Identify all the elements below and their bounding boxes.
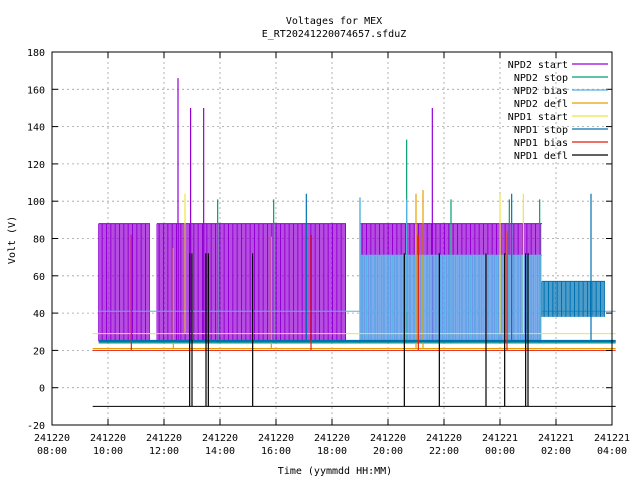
x-tick-label-time: 16:00 — [261, 446, 291, 457]
y-tick-label: 180 — [27, 48, 45, 59]
x-tick-label-date: 241220 — [90, 433, 126, 444]
series-fill — [359, 255, 542, 342]
legend-label: NPD1 stop — [514, 125, 568, 136]
axis-ticks: -20 0 20 40 60 80 100 120 140 160 180 241220 08:00 24… — [27, 48, 630, 457]
x-tick-label-date: 241220 — [314, 433, 350, 444]
y-tick-label: 40 — [33, 309, 45, 320]
y-tick-label: 140 — [27, 123, 45, 134]
x-tick-label-date: 241220 — [370, 433, 406, 444]
series-fill — [541, 281, 605, 317]
x-tick-label-date: 241221 — [594, 433, 630, 444]
legend-label: NPD2 defl — [514, 99, 568, 110]
legend-label: NPD1 defl — [514, 151, 568, 162]
x-tick-label-time: 20:00 — [373, 446, 403, 457]
x-tick-label-time: 02:00 — [541, 446, 571, 457]
series-npd1-stop — [98, 193, 616, 343]
x-tick-label-date: 241220 — [426, 433, 462, 444]
legend-label: NPD2 start — [508, 60, 568, 71]
x-tick-label-time: 08:00 — [37, 446, 67, 457]
y-tick-label: -20 — [27, 421, 45, 432]
legend-label: NPD2 bias — [514, 86, 568, 97]
y-tick-label: 60 — [33, 272, 45, 283]
plot-area — [92, 78, 616, 407]
x-tick-label-time: 10:00 — [93, 446, 123, 457]
x-axis-label: Time (yymmdd HH:MM) — [278, 466, 392, 477]
x-tick-label-date: 241220 — [34, 433, 70, 444]
y-tick-label: 0 — [39, 384, 45, 395]
legend-label: NPD1 start — [508, 112, 568, 123]
x-tick-label-date: 241220 — [146, 433, 182, 444]
x-tick-label-date: 241220 — [258, 433, 294, 444]
y-tick-label: 120 — [27, 160, 45, 171]
x-tick-label-time: 04:00 — [597, 446, 627, 457]
x-tick-label-time: 14:00 — [205, 446, 235, 457]
x-tick-label-date: 241221 — [538, 433, 574, 444]
x-tick-label-time: 22:00 — [429, 446, 459, 457]
legend-label: NPD1 bias — [514, 138, 568, 149]
legend-label: NPD2 stop — [514, 73, 568, 84]
x-tick-label-date: 241221 — [482, 433, 518, 444]
x-tick-label-date: 241220 — [202, 433, 238, 444]
series-npd1-defl — [92, 253, 616, 407]
y-tick-label: 80 — [33, 235, 45, 246]
y-tick-label: 20 — [33, 346, 45, 357]
x-tick-label-time: 00:00 — [485, 446, 515, 457]
y-tick-label: 160 — [27, 85, 45, 96]
chart-subtitle: E_RT20241220074657.sfduZ — [262, 29, 407, 40]
x-tick-label-time: 12:00 — [149, 446, 179, 457]
series-fill — [98, 223, 150, 342]
y-axis-label: Volt (V) — [7, 216, 18, 264]
legend: NPD2 start NPD2 stop NPD2 bias NPD2 defl NPD… — [508, 60, 608, 162]
x-tick-label-time: 18:00 — [317, 446, 347, 457]
y-tick-label: 100 — [27, 197, 45, 208]
chart-title: Voltages for MEX — [286, 16, 382, 27]
